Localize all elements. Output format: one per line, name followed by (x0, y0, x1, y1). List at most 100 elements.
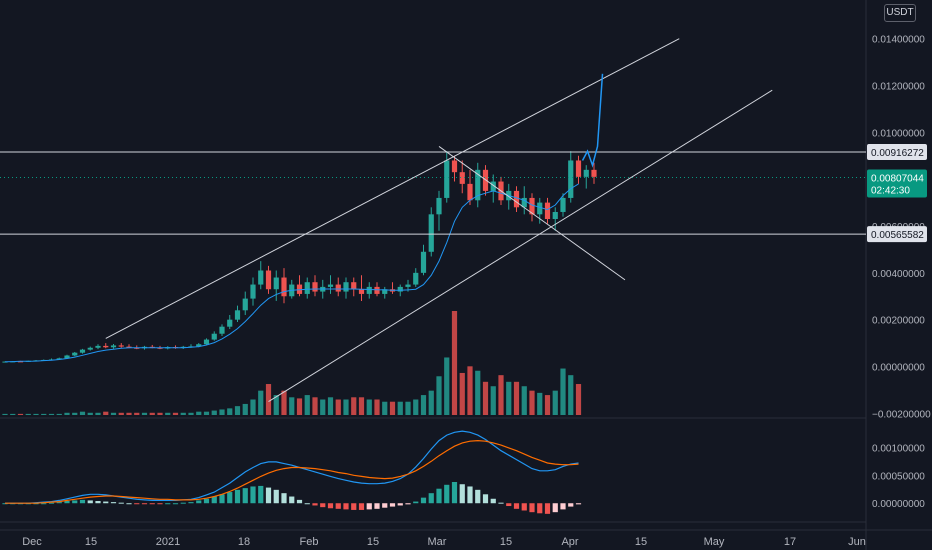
volume-bar (273, 395, 279, 415)
time-tick-label: Mar (428, 536, 447, 548)
candle-body (490, 181, 496, 191)
volume-bar (157, 412, 163, 415)
candle (436, 190, 442, 231)
last-price-tag-bg (867, 169, 927, 198)
volume-bar (351, 397, 357, 415)
volume-bar (17, 413, 24, 415)
candle-body (335, 284, 341, 292)
candle (234, 305, 241, 323)
candle-body (351, 282, 357, 290)
macd-histogram-bar (234, 489, 241, 504)
candle (312, 275, 318, 297)
candle-body (420, 251, 427, 273)
volume-bar (467, 366, 473, 415)
volume-bar (521, 386, 527, 415)
volume-bar (529, 390, 535, 415)
volume-bar (482, 381, 489, 415)
candle-body (475, 169, 481, 201)
candle (87, 346, 93, 351)
candle-body (103, 345, 109, 348)
volume-bar (289, 397, 295, 415)
macd-histogram-bar (389, 503, 396, 507)
macd-histogram-bar (79, 499, 86, 504)
volume-bar (552, 390, 558, 415)
price-axis[interactable]: 0.014000000.012000000.010000000.00800000… (872, 35, 931, 511)
candle (459, 160, 465, 194)
macd-histogram-bar (196, 500, 202, 504)
candle (304, 277, 310, 299)
resistance-price-tag-bg (867, 143, 927, 160)
price-tick-label: 0.01200000 (872, 82, 925, 93)
macd-histogram-bar (327, 503, 334, 509)
volume-bar (103, 411, 109, 415)
time-axis[interactable]: Dec 15 2021 18 Feb 15 Mar 15 Apr 15 May 17 Jun (22, 536, 866, 548)
macd-histogram-bar (475, 489, 481, 504)
candle-body (575, 160, 582, 177)
volume-bar (358, 397, 365, 415)
candle-body (583, 169, 589, 177)
price-tick-label: 0.00000000 (872, 362, 925, 373)
time-tick-label: 17 (784, 536, 796, 548)
macd-histogram-bar (521, 503, 527, 511)
macd-histogram-bar (568, 503, 574, 507)
volume-bar (459, 372, 465, 415)
projection-path (581, 73, 604, 168)
volume-bar (165, 412, 171, 415)
macd-histogram-bar (149, 503, 155, 505)
macd-histogram-bar (366, 503, 372, 510)
macd-histogram-bar (320, 503, 326, 508)
candle (343, 277, 349, 299)
candle-body (537, 202, 543, 215)
price-tick-label: −0.00200000 (872, 409, 931, 420)
candle (451, 155, 458, 182)
macd-histogram-bar (203, 498, 210, 504)
volume-bar (506, 381, 512, 415)
volume-bar (250, 399, 256, 415)
candle-body (451, 160, 458, 173)
macd-tick-label: 0.00000000 (872, 499, 925, 510)
candle-body (413, 272, 419, 285)
candle (219, 324, 225, 337)
time-tick-label: 15 (85, 536, 97, 548)
macd-histogram-bar (374, 503, 380, 509)
volume-bar (141, 412, 148, 415)
volume-bar (180, 412, 186, 415)
volume-bar (242, 403, 248, 415)
macd-histogram-bar (180, 502, 186, 504)
volume-bar (48, 413, 55, 415)
volume-bar (118, 412, 124, 415)
candle (382, 286, 388, 299)
macd-histogram-bar (335, 503, 341, 509)
macd-histogram-bar (575, 503, 582, 505)
macd-histogram-bar (444, 484, 450, 504)
candle-body (444, 160, 450, 198)
volume-bar (126, 412, 132, 415)
macd-histogram-bar (250, 486, 256, 504)
time-tick-label: 15 (635, 536, 647, 548)
currency-button[interactable]: USDT (884, 4, 916, 22)
macd-histogram-bar (544, 503, 551, 514)
candle (428, 207, 434, 257)
macd-histogram-bar (405, 503, 411, 505)
candle-body (234, 310, 241, 320)
candle-body (327, 284, 334, 287)
candle-body (72, 352, 78, 356)
candle (529, 193, 535, 222)
macd-histogram-bar (141, 503, 148, 505)
trendline-drawings[interactable] (0, 38, 866, 403)
price-tick-label: 0.00400000 (872, 269, 925, 280)
candle (103, 343, 109, 349)
candle-body (64, 355, 70, 359)
macd-histogram-bar (103, 501, 109, 504)
macd-histogram-bar (537, 503, 543, 514)
volume-bar (79, 411, 86, 415)
macd-histogram-bar (312, 503, 318, 506)
macd-histogram-bar (420, 497, 427, 504)
volume-bar (172, 412, 179, 415)
signal-line (5, 439, 579, 504)
candle-body (219, 326, 225, 334)
candle-body (196, 344, 202, 347)
